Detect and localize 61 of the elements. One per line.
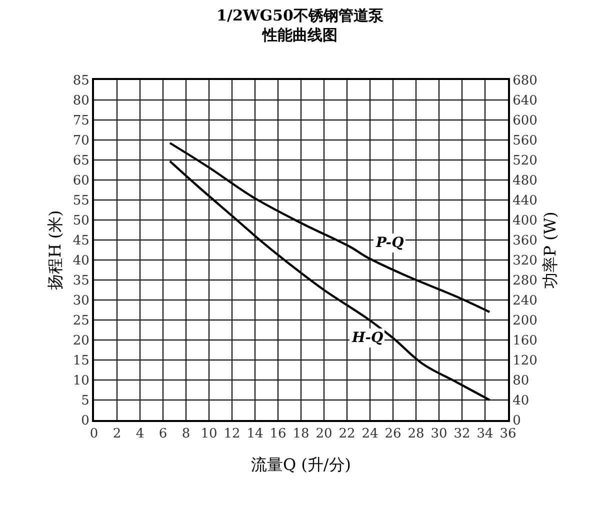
y2-tick-label: 160 [512,334,538,349]
y-tick-label: 15 [72,354,90,369]
y-tick-label: 65 [72,154,90,169]
y-tick-label: 40 [72,254,90,269]
series-label: H-Q [351,330,384,346]
y-tick-label: 20 [72,334,90,349]
y2-axis-title: 功率P (W) [540,212,560,288]
y2-tick-label: 480 [512,174,538,189]
y-tick-label: 5 [81,394,90,409]
x-tick-label: 12 [224,426,240,442]
y2-tick-label: 440 [512,194,538,209]
y2-tick-label: 120 [512,354,538,369]
y2-tick-label: 400 [512,214,538,229]
x-tick-label: 22 [338,426,356,442]
y2-tick-label: 680 [512,74,538,89]
y2-tick-label: 80 [512,374,530,389]
y-axis-title: 扬程H (米) [45,210,64,290]
y2-tick-label: 640 [512,94,538,109]
x-tick-label: 30 [430,426,448,442]
y-tick-label: 0 [81,414,90,429]
y-tick-label: 45 [72,234,90,249]
x-tick-label: 4 [136,426,144,442]
y-tick-label: 10 [72,374,90,389]
x-tick-label: 2 [112,426,122,442]
y-tick-label: 80 [72,94,90,109]
y-tick-label: 70 [72,134,90,149]
chart-title: 1/2WG50不锈钢管道泵 [216,6,384,24]
y-tick-label: 30 [72,294,90,309]
x-tick-label: 16 [270,426,286,442]
x-tick-label: 34 [476,426,494,442]
y2-tick-label: 560 [512,134,538,149]
x-tick-label: 8 [182,426,190,442]
x-tick-label: 26 [384,426,402,442]
chart-subtitle: 性能曲线图 [262,26,338,44]
y-tick-label: 75 [72,114,90,129]
y2-tick-label: 320 [512,254,538,269]
x-tick-label: 36 [500,426,516,442]
x-tick-label: 6 [158,426,168,442]
y2-tick-label: 280 [512,274,538,289]
y2-tick-label: 200 [512,314,538,329]
y2-tick-label: 520 [512,154,538,169]
y-tick-label: 60 [72,174,90,189]
x-tick-label: 32 [454,426,470,442]
y2-tick-label: 40 [512,394,530,409]
y-tick-label: 35 [72,274,90,289]
x-axis-title: 流量Q (升/分) [250,454,352,474]
y2-tick-label: 360 [512,234,538,249]
y2-tick-label: 240 [512,294,538,309]
y2-tick-label: 600 [512,114,538,129]
y-tick-label: 85 [72,74,90,89]
y-tick-label: 50 [72,214,90,229]
series-label: P-Q [375,235,404,251]
x-tick-label: 10 [200,426,218,442]
x-tick-label: 20 [316,426,332,442]
y2-tick-label: 0 [512,414,521,429]
y-tick-label: 25 [72,314,90,329]
x-tick-label: 18 [292,426,310,442]
y-tick-label: 55 [72,194,90,209]
x-tick-label: 14 [246,426,264,442]
x-tick-label: 24 [362,426,378,442]
x-tick-label: 28 [408,426,424,442]
